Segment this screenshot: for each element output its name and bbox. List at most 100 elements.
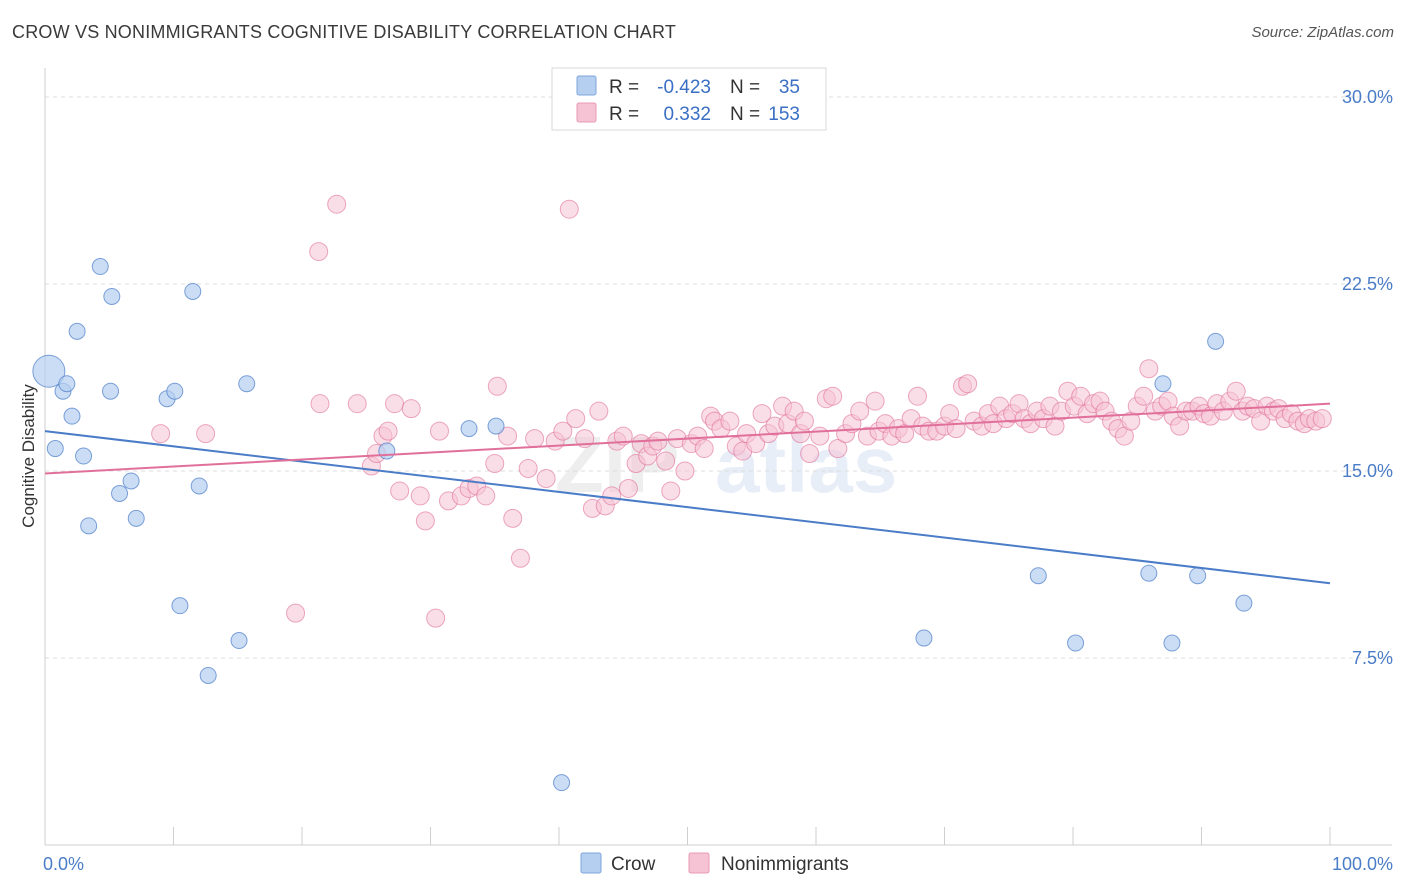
x-tick-label: 0.0% [43,854,84,874]
nonimmigrants-point [525,429,545,449]
nonimmigrants-point [823,386,843,406]
legend-swatch-crow [576,75,597,96]
nonimmigrants-point [794,411,814,431]
crow-point [102,382,120,400]
y-tick-label: 22.5% [1342,274,1393,294]
nonimmigrants-point [518,459,538,479]
crow-point [378,442,396,460]
legend-r-value-nonimmigrants: 0.332 [663,104,711,125]
nonimmigrants-point [429,421,449,441]
nonimmigrants-point [800,444,820,464]
bottom-legend-swatch-nonimmigrants [688,852,710,874]
crow-point [1154,375,1172,393]
legend-n-value-crow: 35 [779,77,800,98]
nonimmigrants-point [1139,359,1159,379]
nonimmigrants-point [476,486,496,506]
nonimmigrants-point [487,376,507,396]
crow-point [460,420,478,438]
crow-point [91,258,109,276]
crow-point [103,287,121,305]
crow-point [171,597,189,615]
legend-r-label-crow: R = [609,77,639,98]
crow-point [184,282,202,300]
nonimmigrants-point [865,391,885,411]
crow-point [58,375,76,393]
crow-point [1067,634,1085,652]
legend-n-value-nonimmigrants: 153 [768,104,800,125]
crow-point [166,382,184,400]
nonimmigrants-point [347,394,367,414]
legend-n-label-nonimmigrants: N = [730,104,760,125]
trend-lines [44,402,1331,585]
nonimmigrants-point [401,399,421,419]
nonimmigrants-point [553,421,573,441]
nonimmigrants-point [946,419,966,439]
nonimmigrants-point [151,424,171,444]
nonimmigrants-point [390,481,410,501]
nonimmigrants-point [1226,381,1246,401]
crow-point [75,447,93,465]
nonimmigrants-point [196,424,216,444]
nonimmigrants-point [613,426,633,446]
crow-point [68,322,86,340]
chart-source: Source: ZipAtlas.com [1251,24,1394,41]
nonimmigrants-point [310,394,330,414]
legend-top: R = -0.423 N = 35 R = 0.332 N = 153 [551,67,827,131]
nonimmigrants-point [602,486,622,506]
nonimmigrants-point [589,401,609,421]
crow-point [190,477,208,495]
nonimmigrants-point [559,199,579,219]
nonimmigrants-point [286,603,306,623]
crow-trend-line [44,430,1331,585]
nonimmigrants-point [1312,409,1332,429]
legend-bottom: Crow Nonimmigrants [580,852,849,875]
crow-point [122,472,140,490]
legend-r-label-nonimmigrants: R = [609,104,639,125]
crow-point [1163,634,1181,652]
nonimmigrants-point [426,608,446,628]
axes: 7.5% 15.0% 22.5% 30.0% 0.0% 100.0% [43,68,1393,874]
crow-point [63,407,81,425]
nonimmigrants-point [536,468,556,488]
nonimmigrants-point [498,426,518,446]
x-tick-label: 100.0% [1332,854,1393,874]
crow-point [238,375,256,393]
nonimmigrants-point [566,409,586,429]
crow-point [111,484,129,502]
nonimmigrants-point [958,374,978,394]
crow-point [1189,567,1207,585]
crow-point [553,774,571,792]
nonimmigrants-point [485,454,505,474]
nonimmigrants-point [810,426,830,446]
nonimmigrants-point [908,386,928,406]
crow-point [915,629,933,647]
chart-title: CROW VS NONIMMIGRANTS COGNITIVE DISABILI… [12,22,677,42]
crow-point [230,632,248,650]
bottom-legend-label-nonimmigrants: Nonimmigrants [721,854,849,875]
bottom-legend-label-crow: Crow [611,854,656,875]
nonimmigrants-point [694,439,714,459]
legend-swatch-nonimmigrants [576,102,597,123]
nonimmigrants-point [618,478,638,498]
crow-point [487,417,505,435]
data-points [32,194,1332,792]
nonimmigrants-point [378,421,398,441]
legend-n-label-crow: N = [730,77,760,98]
nonimmigrants-point [752,404,772,424]
y-tick-label: 15.0% [1342,461,1393,481]
nonimmigrants-point [327,194,347,214]
crow-point [1207,332,1225,350]
y-tick-label: 7.5% [1352,648,1393,668]
crow-point [1140,564,1158,582]
crow-point [1029,567,1047,585]
nonimmigrants-trend-line [44,402,1331,475]
y-tick-label: 30.0% [1342,87,1393,107]
nonimmigrants-point [828,439,848,459]
nonimmigrants-point [1134,386,1154,406]
crow-point [1235,594,1253,612]
crow-point [46,440,64,458]
nonimmigrants-point [415,511,435,531]
nonimmigrants-point [720,411,740,431]
bottom-legend-swatch-crow [580,852,602,874]
